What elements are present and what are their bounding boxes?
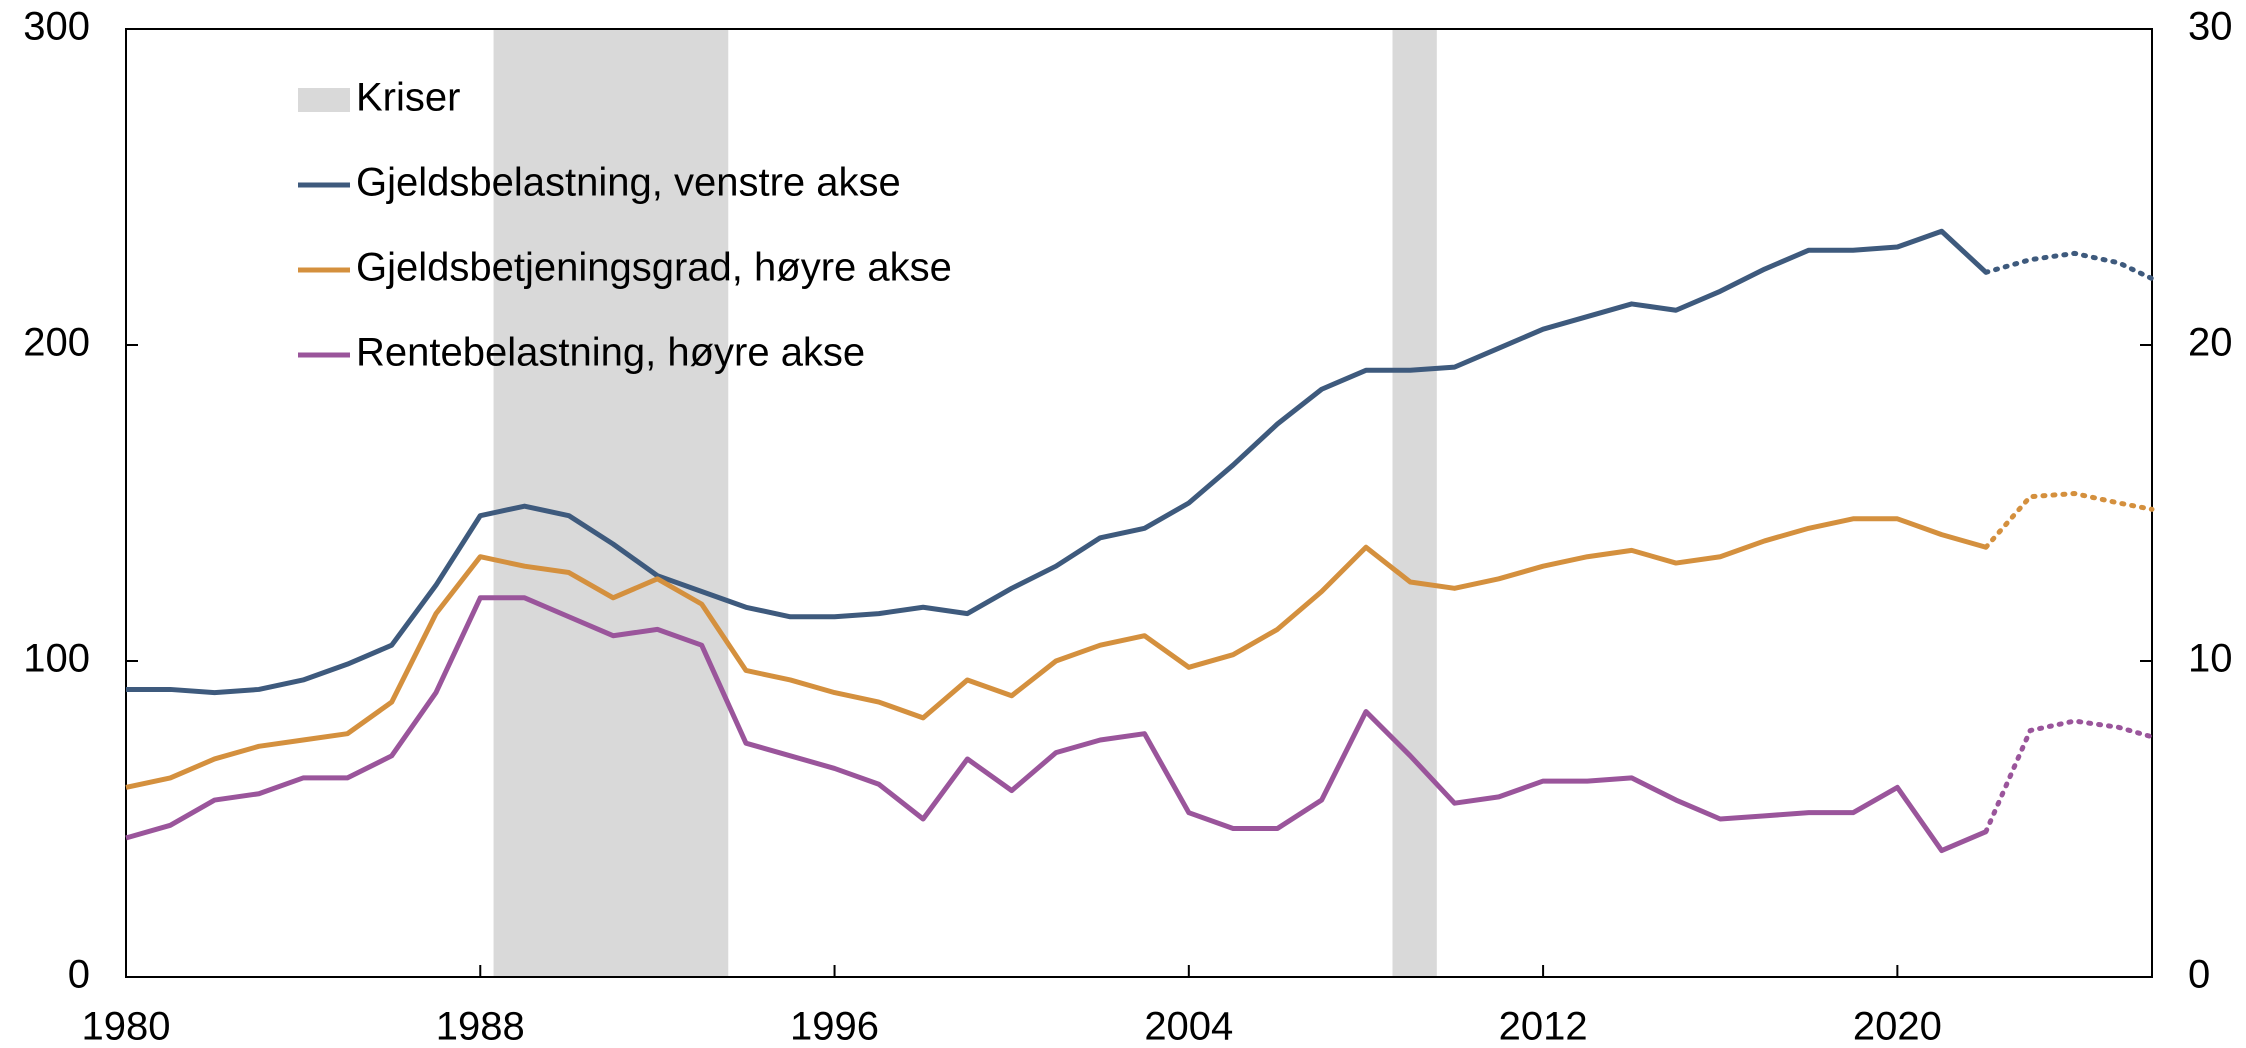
series-line xyxy=(125,516,1987,790)
y-tick-label: 0 xyxy=(68,953,90,997)
legend-label: Rentebelastning, høyre akse xyxy=(356,331,865,375)
y-tick-label: 300 xyxy=(23,5,90,49)
x-tick-label: 2004 xyxy=(1144,1005,1233,1048)
x-tick-label: 1988 xyxy=(436,1005,525,1048)
y-tick-label: 200 xyxy=(23,321,90,365)
y2-tick-label: 30 xyxy=(2188,5,2233,49)
x-tick-label: 2020 xyxy=(1853,1005,1942,1048)
projection-line xyxy=(1983,491,2155,550)
legend-label: Gjeldsbelastning, venstre akse xyxy=(356,161,901,205)
legend-label: Kriser xyxy=(356,76,460,120)
projection-line xyxy=(1983,718,2155,835)
plot-frame xyxy=(125,28,2153,978)
x-tick-label: 1980 xyxy=(82,1005,171,1048)
series-line xyxy=(125,595,1987,854)
crisis-band xyxy=(1392,29,1437,977)
legend-swatch xyxy=(298,88,350,112)
crisis-band xyxy=(493,29,729,977)
legend-label: Gjeldsbetjeningsgrad, høyre akse xyxy=(356,246,952,290)
y2-tick-label: 0 xyxy=(2188,953,2210,997)
projection-line xyxy=(1983,250,2155,282)
series-line xyxy=(126,228,1988,696)
x-tick-label: 1996 xyxy=(790,1005,879,1048)
y-tick-label: 100 xyxy=(23,637,90,681)
y2-tick-label: 20 xyxy=(2188,321,2233,365)
y2-tick-label: 10 xyxy=(2188,637,2233,681)
x-tick-label: 2012 xyxy=(1499,1005,1588,1048)
